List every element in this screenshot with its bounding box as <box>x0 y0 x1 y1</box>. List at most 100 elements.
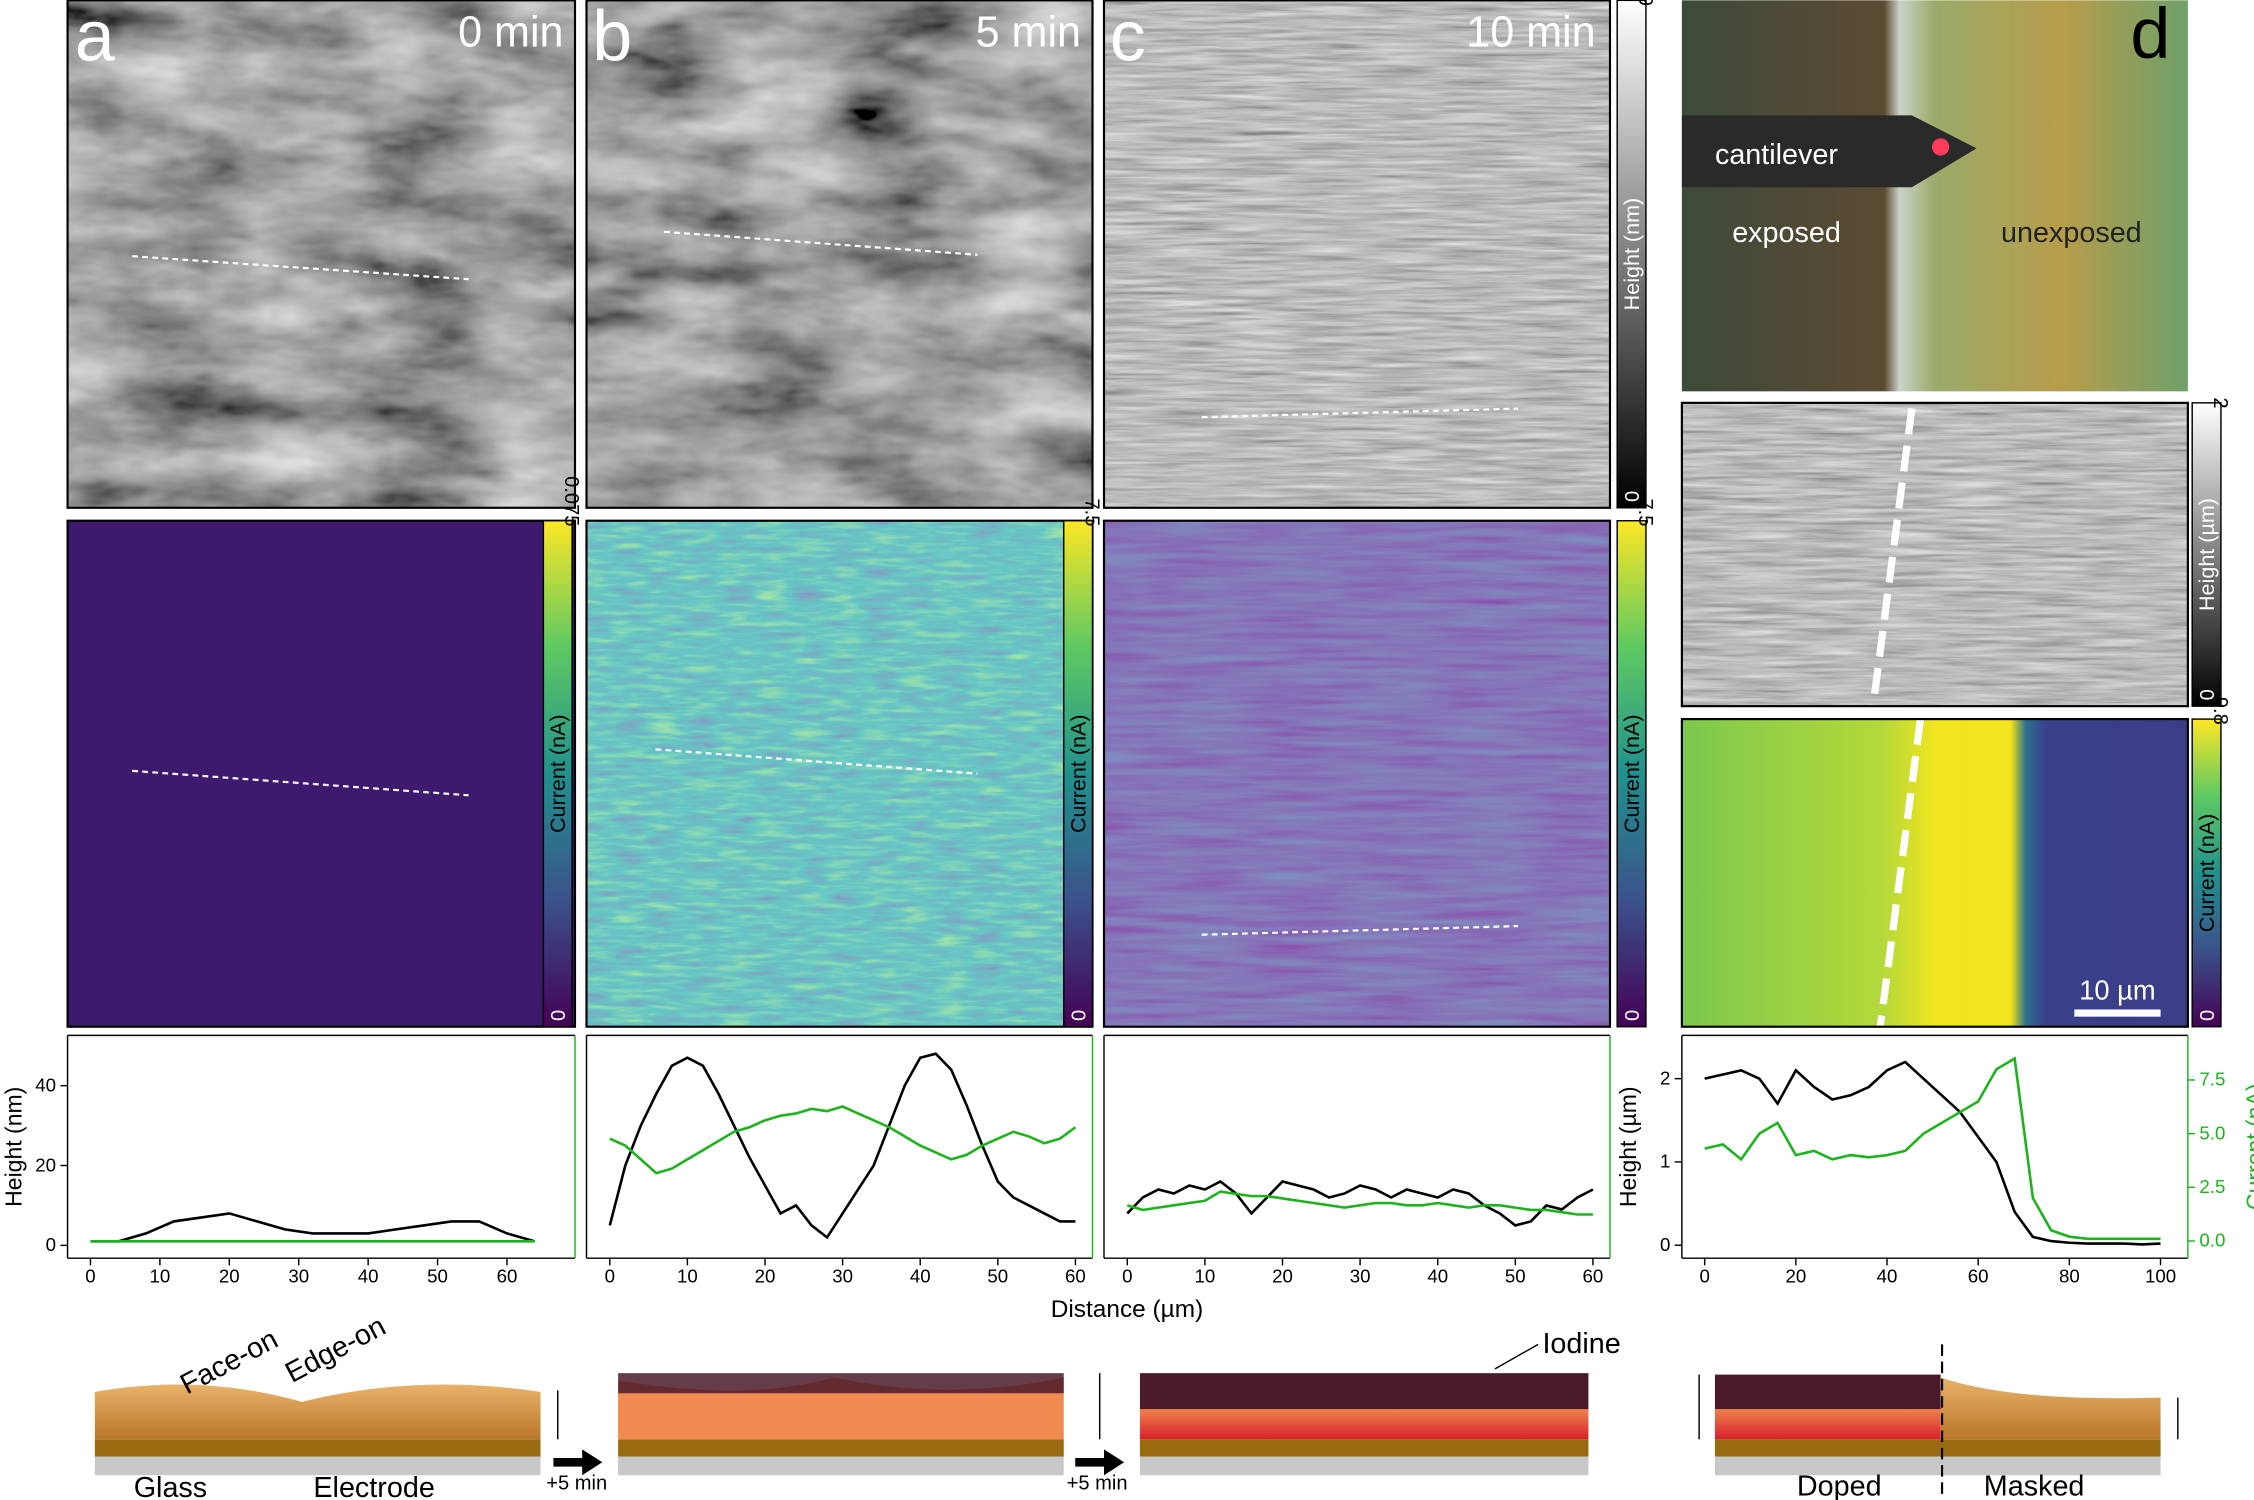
y2-axis-label: Current (nA) <box>2242 1083 2254 1210</box>
y-tick-label: 40 <box>35 1074 56 1095</box>
frame <box>1102 0 1612 509</box>
height-image-d <box>1681 402 2188 707</box>
frame <box>66 0 577 509</box>
step-arrow <box>553 1449 603 1476</box>
photo-label: cantilever <box>1715 139 1838 171</box>
y-tick-label: 2 <box>1660 1067 1670 1088</box>
colorbar <box>2191 402 2222 707</box>
schematic-a <box>94 1384 559 1476</box>
frame <box>1102 519 1612 1028</box>
schematic-label: Edge-on <box>280 1310 391 1389</box>
step-label: +5 min <box>1067 1473 1128 1495</box>
colorbar <box>2191 718 2222 1028</box>
x-tick-label: 40 <box>910 1266 931 1287</box>
x-tick-label: 60 <box>1583 1266 1604 1287</box>
panel-letter: d <box>2130 0 2170 74</box>
step-arrow <box>1075 1449 1125 1476</box>
schematic-c <box>1139 1373 1589 1476</box>
x-tick-label: 20 <box>755 1266 776 1287</box>
x-tick-label: 0 <box>85 1266 95 1287</box>
x-tick-label: 60 <box>1065 1266 1086 1287</box>
schematic-d <box>1698 1344 2179 1500</box>
y-tick-label: 1 <box>1660 1151 1670 1172</box>
frame <box>1680 718 2189 1028</box>
x-tick-label: 30 <box>288 1266 309 1287</box>
colorbar-label: Height (nm) <box>1619 198 1644 311</box>
current-image-b <box>586 520 1093 1027</box>
data-line <box>1704 1056 2161 1241</box>
schematic-label: Masked <box>1984 1470 2085 1500</box>
glass-layer <box>1139 1456 1589 1476</box>
profile-lines <box>132 230 1519 936</box>
film-layer <box>1940 1377 2161 1440</box>
colorbar-min: 0 <box>2197 1010 2219 1021</box>
colorbar <box>1616 0 1647 509</box>
film-layer <box>94 1384 541 1440</box>
panel-letter: c <box>1110 0 1146 77</box>
x-tick-label: 20 <box>1272 1266 1293 1287</box>
current-image-d <box>1681 719 2188 1027</box>
line-chart: 0 10 20 30 40 50 60 <box>585 1034 1094 1287</box>
colorbar-label: Current (nA) <box>545 714 570 833</box>
x-tick-label: 100 <box>2145 1266 2176 1287</box>
x-tick-label: 60 <box>497 1266 518 1287</box>
colorbar-max: 99 <box>1634 0 1656 6</box>
electrode-layer <box>94 1439 541 1457</box>
x-tick-label: 0 <box>1122 1266 1132 1287</box>
film-layer <box>1714 1406 1941 1440</box>
x-tick-label: 0 <box>1699 1266 1709 1287</box>
colorbar-min: 0 <box>2197 689 2219 700</box>
line-chart: 0 10 20 30 40 50 60 <box>1103 1034 1611 1287</box>
photo-label: unexposed <box>2001 217 2142 249</box>
profile-line <box>1876 718 1925 1028</box>
step-label: +5 min <box>546 1473 607 1495</box>
y2-tick-label: 0.0 <box>2199 1230 2225 1251</box>
time-label: 10 min <box>1466 8 1595 56</box>
schematic-label: Doped <box>1797 1470 1882 1500</box>
data-line <box>609 1105 1077 1175</box>
colorbar-max: 2 <box>2209 397 2231 408</box>
schematic-b <box>618 1373 1101 1476</box>
y-axis-label: Height (µm) <box>1615 1086 1641 1207</box>
optical-image-d <box>1681 0 2188 392</box>
panel-letter: b <box>592 0 632 77</box>
x-tick-label: 20 <box>219 1266 240 1287</box>
x-tick-label: 0 <box>605 1266 615 1287</box>
colorbar-label: Current (nA) <box>1065 714 1090 833</box>
line-chart: 0 10 20 30 40 50 60 0 20 40 Height (nm) <box>1 1034 576 1287</box>
y-axis-label: Height (nm) <box>1 1087 27 1207</box>
electrode-layer <box>618 1439 1064 1457</box>
x-tick-label: 60 <box>1968 1266 1989 1287</box>
photo-labels: cantilever exposed unexposed <box>1715 139 2142 249</box>
y-tick-label: 20 <box>35 1154 56 1175</box>
glass-layer <box>94 1456 541 1476</box>
x-tick-label: 10 <box>677 1266 698 1287</box>
photo-label: exposed <box>1732 217 1841 249</box>
x-tick-label: 20 <box>1785 1266 1806 1287</box>
data-line <box>1126 1179 1594 1227</box>
colorbar-min: 0 <box>1068 1010 1090 1021</box>
colorbar-min: 0 <box>548 1010 570 1021</box>
x-tick-label: 10 <box>149 1266 170 1287</box>
iodine-layer <box>1714 1374 1941 1410</box>
profile-line <box>1201 925 1519 936</box>
schematic: +5 min +5 min Face-on Edge-on Glass Elec… <box>94 1310 2179 1500</box>
film-layer <box>1139 1406 1589 1440</box>
cantilever-shape <box>1681 115 1977 188</box>
colorbar-min: 0 <box>1622 1010 1644 1021</box>
x-tick-label: 40 <box>358 1266 379 1287</box>
scale-bar-label: 10 µm <box>2079 974 2155 1005</box>
profile-lines-d <box>1869 408 1925 1028</box>
colorbar-max: 7.5 <box>1634 498 1656 526</box>
height-image-a <box>67 0 575 508</box>
y2-tick-label: 5.0 <box>2199 1122 2225 1143</box>
images: 10 µm <box>66 0 2189 1028</box>
frame <box>66 519 577 1028</box>
schematic-label: Iodine <box>1542 1328 1620 1360</box>
x-tick-label: 30 <box>1350 1266 1371 1287</box>
panel-letters: a b c d <box>75 0 2171 77</box>
colorbar-max: 0.075 <box>560 476 582 526</box>
height-image-b <box>586 0 1093 508</box>
